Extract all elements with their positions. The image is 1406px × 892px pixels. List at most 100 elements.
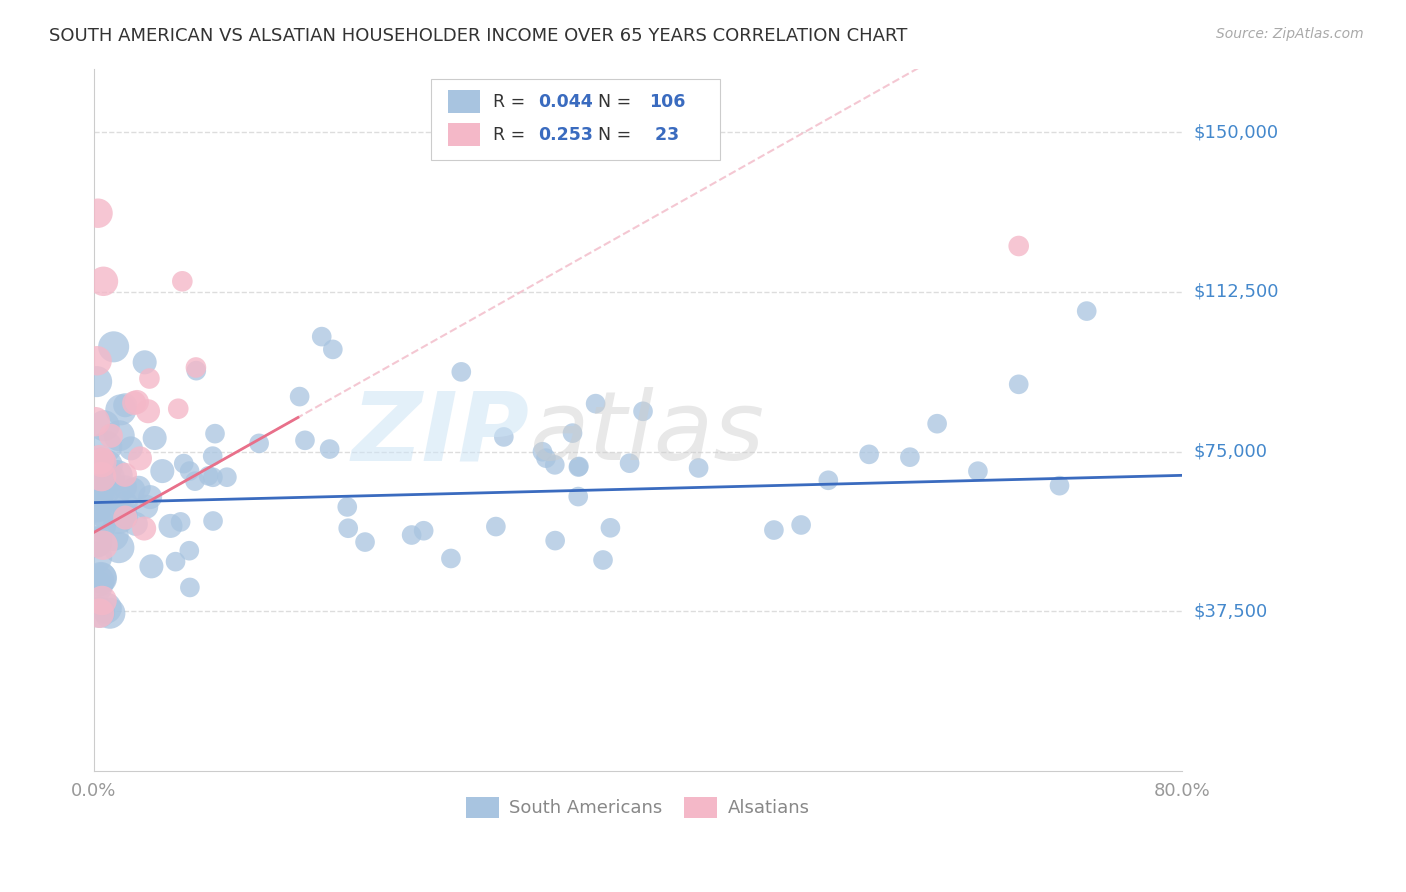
Point	[135, 500, 157, 514]
Point	[179, 581, 201, 595]
Point	[86, 375, 108, 389]
Point	[86, 489, 108, 503]
Point	[167, 401, 190, 416]
Point	[87, 206, 110, 220]
Point	[898, 450, 921, 465]
Point	[141, 559, 163, 574]
Point	[87, 499, 110, 513]
Text: R =: R =	[494, 93, 531, 111]
Point	[136, 404, 159, 418]
Text: N =: N =	[598, 93, 637, 111]
Point	[93, 274, 115, 288]
Point	[89, 606, 111, 620]
Point	[322, 343, 344, 357]
Point	[134, 522, 156, 536]
FancyBboxPatch shape	[447, 123, 481, 145]
Point	[122, 483, 145, 497]
Point	[150, 464, 173, 478]
Point	[114, 467, 136, 482]
Point	[139, 490, 162, 504]
Point	[173, 457, 195, 471]
Text: SOUTH AMERICAN VS ALSATIAN HOUSEHOLDER INCOME OVER 65 YEARS CORRELATION CHART: SOUTH AMERICAN VS ALSATIAN HOUSEHOLDER I…	[49, 27, 908, 45]
Text: $150,000: $150,000	[1194, 123, 1278, 141]
Point	[103, 340, 125, 354]
Point	[568, 459, 591, 474]
Point	[544, 458, 567, 472]
Text: R =: R =	[494, 126, 531, 144]
Point	[165, 555, 187, 569]
Point	[90, 483, 112, 497]
Point	[288, 390, 311, 404]
Point	[90, 456, 112, 470]
Point	[201, 470, 224, 484]
Point	[817, 473, 839, 487]
Point	[105, 468, 128, 483]
Point	[790, 518, 813, 533]
Text: Source: ZipAtlas.com: Source: ZipAtlas.com	[1216, 27, 1364, 41]
Text: $112,500: $112,500	[1194, 283, 1278, 301]
Point	[531, 444, 554, 458]
Point	[120, 442, 142, 456]
Point	[108, 541, 131, 555]
Point	[91, 467, 114, 482]
Point	[1008, 377, 1031, 392]
Point	[143, 431, 166, 445]
Point	[114, 398, 136, 412]
Point	[585, 397, 607, 411]
Point	[86, 550, 108, 565]
Point	[96, 458, 118, 473]
FancyBboxPatch shape	[432, 79, 720, 160]
Point	[544, 533, 567, 548]
Point	[114, 496, 136, 510]
Point	[93, 418, 115, 433]
Point	[87, 574, 110, 589]
Point	[858, 447, 880, 461]
Point	[96, 440, 118, 454]
Point	[159, 519, 181, 533]
Point	[114, 510, 136, 524]
Point	[110, 402, 132, 417]
Point	[762, 523, 785, 537]
Point	[567, 460, 589, 475]
Point	[1008, 239, 1031, 253]
Point	[114, 504, 136, 518]
Point	[247, 436, 270, 450]
Point	[86, 535, 108, 549]
Point	[202, 514, 225, 528]
Point	[592, 553, 614, 567]
Point	[215, 470, 238, 484]
Point	[485, 519, 508, 533]
Point	[104, 486, 127, 500]
Point	[91, 538, 114, 552]
Point	[619, 456, 641, 470]
Point	[354, 535, 377, 549]
Point	[567, 490, 589, 504]
Point	[94, 506, 117, 520]
Point	[90, 570, 112, 584]
FancyBboxPatch shape	[447, 90, 481, 112]
Point	[114, 507, 136, 521]
Text: atlas: atlas	[529, 387, 763, 480]
Point	[86, 500, 108, 514]
Point	[311, 329, 333, 343]
Point	[90, 518, 112, 533]
Point	[115, 509, 138, 524]
Text: N =: N =	[598, 126, 637, 144]
Point	[440, 551, 463, 566]
Point	[172, 274, 194, 288]
Point	[125, 395, 148, 409]
Point	[134, 355, 156, 369]
Point	[336, 500, 359, 514]
Point	[89, 482, 111, 496]
Point	[90, 456, 112, 470]
Point	[98, 606, 121, 620]
Point	[337, 521, 360, 535]
Point	[107, 511, 129, 525]
Point	[450, 365, 472, 379]
Point	[179, 543, 201, 558]
Point	[89, 463, 111, 477]
Point	[129, 451, 152, 466]
Point	[318, 442, 340, 456]
Point	[631, 404, 654, 418]
Point	[86, 534, 108, 549]
